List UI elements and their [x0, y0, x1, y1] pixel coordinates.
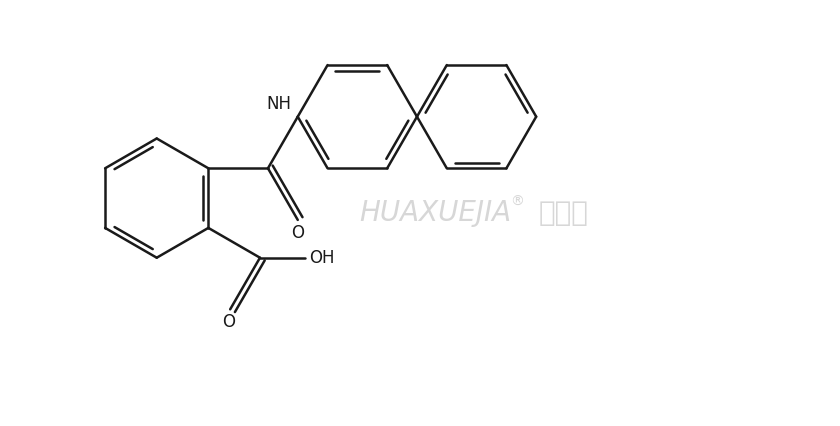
Text: OH: OH — [308, 249, 334, 267]
Text: O: O — [222, 313, 234, 331]
Text: 化学加: 化学加 — [539, 199, 589, 227]
Text: ®: ® — [511, 195, 524, 209]
Text: HUAXUEJIA: HUAXUEJIA — [359, 199, 511, 227]
Text: O: O — [291, 224, 304, 242]
Text: NH: NH — [267, 95, 291, 113]
